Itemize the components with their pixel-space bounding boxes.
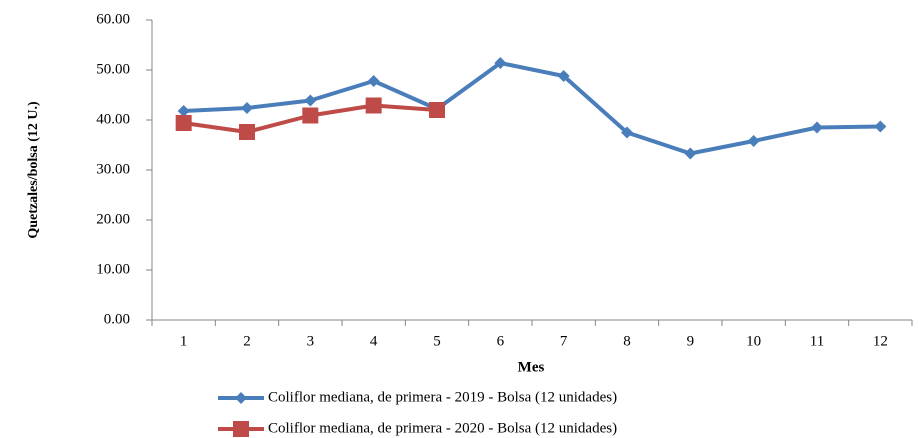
x-tick-label: 4 [370, 333, 378, 349]
x-tick-label: 9 [687, 333, 695, 349]
data-point [874, 120, 887, 133]
data-point [177, 105, 190, 117]
y-tick-label: 50.00 [96, 61, 130, 77]
y-tick-label: 20.00 [96, 211, 130, 227]
data-point [429, 102, 445, 118]
y-tick-label: 60.00 [96, 11, 130, 27]
x-tick-label: 8 [623, 333, 631, 349]
x-tick-label: 1 [180, 333, 188, 349]
x-axis-label: Mes [518, 359, 545, 375]
x-tick-label: 6 [497, 333, 505, 349]
data-point [367, 75, 380, 87]
series-line [183, 61, 881, 156]
data-point [239, 124, 255, 140]
y-tick-label: 10.00 [96, 261, 130, 277]
data-point [621, 126, 633, 139]
legend-marker [235, 392, 247, 404]
legend-label: Coliflor mediana, de primera - 2020 - Bo… [268, 420, 617, 436]
x-tick-label: 5 [433, 333, 441, 349]
x-tick-label: 3 [307, 333, 315, 349]
y-tick-label: 30.00 [96, 161, 130, 177]
data-point [811, 121, 823, 134]
data-point [747, 135, 760, 147]
data-point [557, 70, 570, 82]
data-point [175, 115, 192, 131]
y-axis-label: Quetzales/bolsa (12 U.) [26, 101, 41, 239]
y-tick-label: 40.00 [96, 111, 130, 127]
legend-marker [233, 421, 249, 437]
data-point [302, 107, 319, 124]
data-point [304, 94, 317, 107]
legend-label: Coliflor mediana, de primera - 2019 - Bo… [268, 389, 617, 405]
x-tick-label: 2 [243, 333, 251, 349]
data-point [494, 57, 507, 69]
data-point [241, 102, 253, 114]
data-point [684, 147, 697, 160]
y-tick-label: 0.00 [104, 311, 130, 327]
x-tick-label: 11 [810, 333, 824, 349]
x-tick-label: 7 [560, 333, 568, 349]
x-tick-label: 10 [746, 333, 761, 349]
x-tick-label: 12 [873, 333, 888, 349]
data-point [365, 97, 382, 114]
